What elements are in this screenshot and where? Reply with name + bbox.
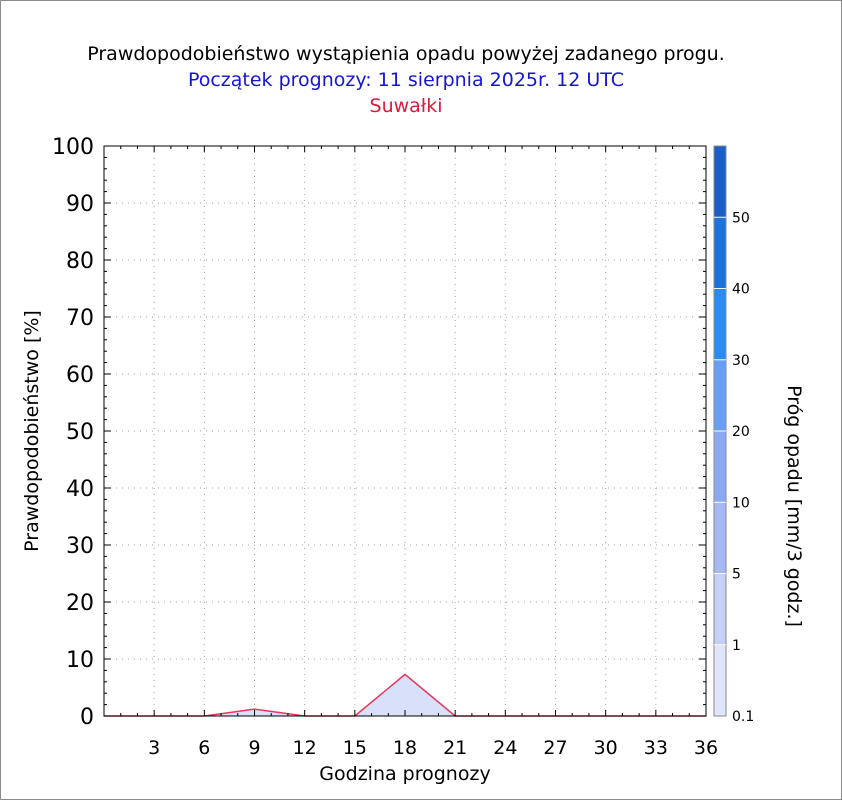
colorbar: 0.1 1 5 10 20 30 40 50 <box>713 145 754 725</box>
colorbar-segment <box>714 288 726 360</box>
colorbar-label: Próg opadu [mm/3 godz.] <box>783 385 805 627</box>
colorbar-tick-label: 20 <box>732 424 750 440</box>
colorbar-segment <box>714 644 726 716</box>
x-tick-label: 27 <box>543 737 567 759</box>
x-tick-label: 24 <box>493 737 517 759</box>
x-tick-label: 33 <box>644 737 668 759</box>
colorbar-segment <box>714 431 726 503</box>
y-tick-label: 90 <box>66 192 94 217</box>
colorbar-segment <box>714 217 726 289</box>
chart-location: Suwałki <box>369 95 443 117</box>
y-tick-label: 100 <box>52 135 94 160</box>
chart-subtitle: Początek prognozy: 11 sierpnia 2025r. 12… <box>187 69 625 91</box>
y-tick-label: 10 <box>66 648 94 673</box>
data-series <box>103 673 707 717</box>
colorbar-tick-label: 5 <box>732 567 741 583</box>
x-tick-label: 30 <box>594 737 618 759</box>
colorbar-segment <box>714 502 726 574</box>
x-tick-label: 15 <box>343 737 367 759</box>
colorbar-tick-label: 10 <box>732 495 750 511</box>
y-tick-label: 60 <box>66 363 94 388</box>
x-tick-label: 9 <box>248 737 260 759</box>
colorbar-segment <box>714 359 726 431</box>
y-axis-label: Prawdopodobieństwo [%] <box>21 310 43 552</box>
x-tick-label: 18 <box>393 737 417 759</box>
grid <box>104 146 706 716</box>
y-tick-label: 0 <box>80 705 94 730</box>
chart-title: Prawdopodobieństwo wystąpienia opadu pow… <box>87 43 725 65</box>
x-tick-label: 21 <box>443 737 467 759</box>
colorbar-tick-label: 40 <box>732 282 750 298</box>
colorbar-tick-label: 0.1 <box>732 709 754 725</box>
series-area <box>104 674 706 716</box>
x-tick-label: 12 <box>293 737 317 759</box>
colorbar-tick-label: 50 <box>732 210 750 226</box>
colorbar-segment <box>714 146 726 218</box>
axes: 3 6 9 12 15 18 21 24 27 30 33 360102030405060708090… <box>52 135 718 759</box>
y-tick-label: 70 <box>66 306 94 331</box>
colorbar-tick-label: 30 <box>732 353 750 369</box>
y-tick-label: 50 <box>66 420 94 445</box>
x-axis-label: Godzina prognozy <box>319 763 490 785</box>
colorbar-segment <box>714 573 726 645</box>
x-tick-label: 36 <box>694 737 718 759</box>
x-tick-label: 6 <box>198 737 210 759</box>
y-tick-label: 80 <box>66 249 94 274</box>
colorbar-tick-label: 1 <box>732 638 741 654</box>
y-tick-label: 20 <box>66 591 94 616</box>
x-tick-label: 3 <box>148 737 160 759</box>
y-tick-label: 30 <box>66 534 94 559</box>
y-tick-label: 40 <box>66 477 94 502</box>
